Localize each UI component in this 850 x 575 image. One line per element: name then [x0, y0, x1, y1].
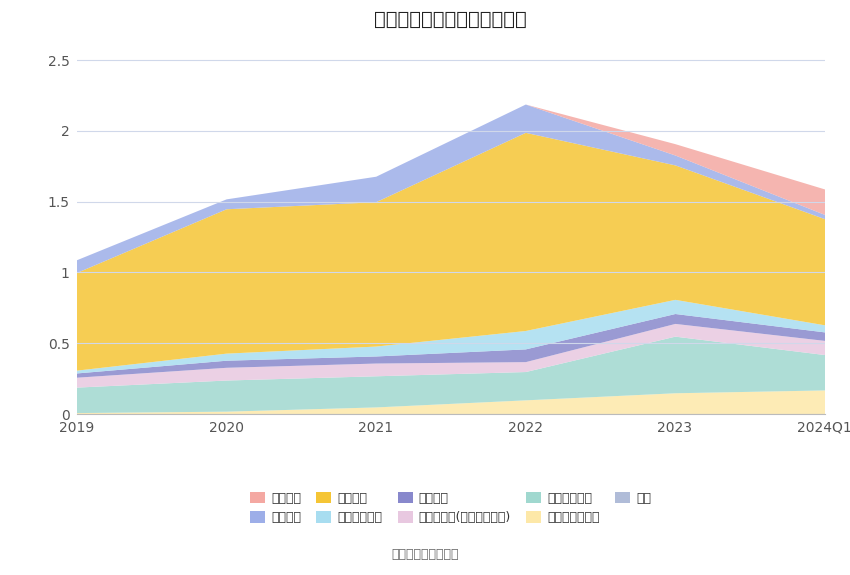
Legend: 短期借款, 应付票据, 应付账款, 应付职工薪酬, 应交税费, 其他应付款(含利息和股利), 其他流动负债, 递延所得税负债, 其他: 短期借款, 应付票据, 应付账款, 应付职工薪酬, 应交税费, 其他应付款(含利… [245, 487, 656, 529]
Text: 数据来源：恒生聚源: 数据来源：恒生聚源 [391, 548, 459, 561]
Title: 历年主要负债堆积图（亿元）: 历年主要负债堆积图（亿元） [374, 10, 527, 29]
